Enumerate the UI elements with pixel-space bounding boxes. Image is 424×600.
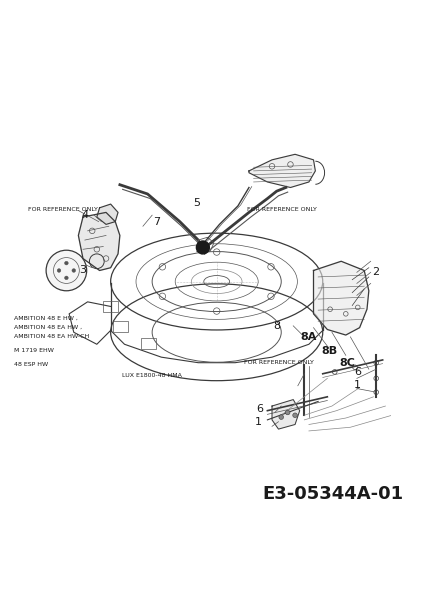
Text: 1: 1 <box>255 417 262 427</box>
Circle shape <box>279 415 284 419</box>
Circle shape <box>46 250 86 291</box>
Text: 7: 7 <box>153 217 160 227</box>
Text: 3: 3 <box>79 265 86 275</box>
Polygon shape <box>97 204 118 224</box>
Polygon shape <box>78 212 120 271</box>
Text: AMBITION 48 EA HW ,: AMBITION 48 EA HW , <box>14 325 82 330</box>
Text: 8C: 8C <box>340 358 356 368</box>
Text: FOR REFERENCE ONLY: FOR REFERENCE ONLY <box>247 207 317 212</box>
Text: 5: 5 <box>193 198 200 208</box>
Text: E3-05344A-01: E3-05344A-01 <box>263 485 404 503</box>
Text: FOR REFERENCE ONLY: FOR REFERENCE ONLY <box>244 360 314 365</box>
Text: 1: 1 <box>354 380 361 390</box>
Polygon shape <box>313 261 369 335</box>
Text: 8: 8 <box>273 321 280 331</box>
Text: 6: 6 <box>354 367 361 377</box>
Text: 8A: 8A <box>301 332 317 342</box>
Circle shape <box>57 269 61 272</box>
Polygon shape <box>272 400 300 429</box>
Text: 48 ESP HW: 48 ESP HW <box>14 362 48 367</box>
Text: FOR REFERENCE ONLY: FOR REFERENCE ONLY <box>28 207 98 212</box>
Text: 8B: 8B <box>321 346 337 356</box>
Text: 6: 6 <box>257 404 264 414</box>
Bar <box>141 338 156 349</box>
Text: AMBITION 48 E HW ,: AMBITION 48 E HW , <box>14 316 78 321</box>
Circle shape <box>285 410 290 415</box>
Circle shape <box>64 261 68 265</box>
Text: AMBITION 48 EA HW-CH: AMBITION 48 EA HW-CH <box>14 334 89 340</box>
Text: 4: 4 <box>81 210 88 220</box>
Circle shape <box>64 276 68 280</box>
Text: M 1719 EHW: M 1719 EHW <box>14 348 54 353</box>
Text: LUX E1800-48 HMA: LUX E1800-48 HMA <box>122 373 181 378</box>
Circle shape <box>72 269 75 272</box>
Bar <box>103 301 118 312</box>
Circle shape <box>196 241 209 254</box>
Polygon shape <box>249 154 315 188</box>
Circle shape <box>293 413 297 418</box>
Text: 2: 2 <box>372 268 379 277</box>
Bar <box>113 321 128 332</box>
